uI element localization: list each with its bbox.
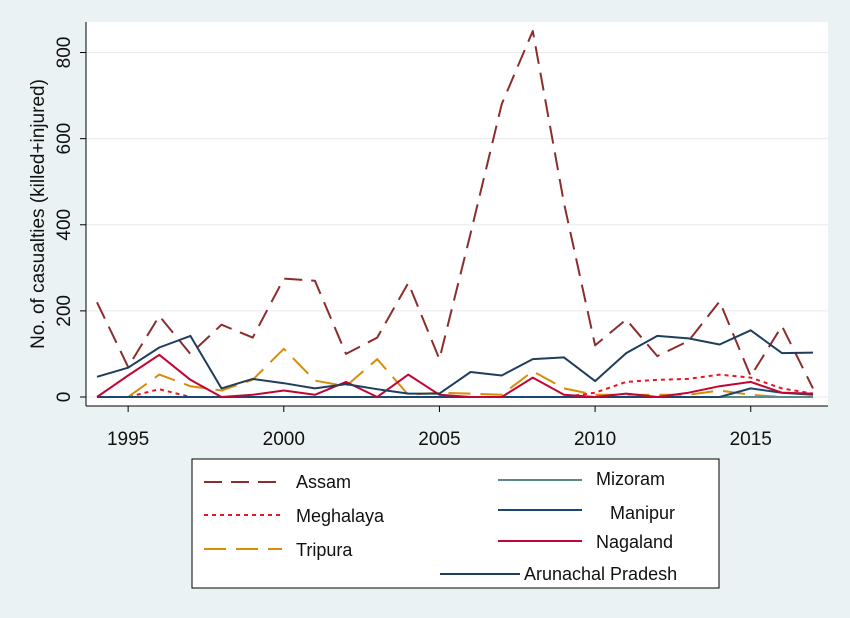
y-tick-label: 800	[54, 37, 75, 69]
x-tick-label: 2000	[263, 429, 305, 450]
series-lines	[96, 30, 814, 398]
y-tick-label: 400	[54, 209, 75, 241]
x-tick-label: 1995	[107, 429, 149, 450]
legend-label-assam: Assam	[296, 472, 351, 492]
legend-box	[191, 458, 720, 589]
y-ticks: 0 200 400 600 800	[54, 37, 86, 403]
legend-label-tripura: Tripura	[296, 540, 353, 560]
series-line-assam	[96, 30, 814, 389]
x-tick-label: 2010	[574, 429, 616, 450]
legend-label-arunachal-pradesh: Arunachal Pradesh	[524, 564, 677, 584]
legend-label-meghalaya: Meghalaya	[296, 506, 385, 526]
y-axis-title: No. of casualties (killed+injured)	[28, 79, 49, 349]
series-line-tripura	[97, 347, 813, 398]
x-ticks: 1995 2000 2005 2010 2015	[107, 406, 772, 450]
y-tick-label: 0	[54, 392, 75, 403]
y-tick-label: 600	[54, 123, 75, 155]
legend-label-manipur: Manipur	[610, 503, 675, 523]
series-line-nagaland	[96, 353, 814, 398]
legend-label-mizoram: Mizoram	[596, 469, 665, 489]
legend-label-nagaland: Nagaland	[596, 532, 673, 552]
x-tick-label: 2005	[418, 429, 460, 450]
legend: Assam Meghalaya Tripura Mizoram Manipur Nagal…	[204, 469, 677, 584]
x-tick-label: 2015	[730, 429, 772, 450]
series-line-manipur	[97, 387, 814, 398]
y-tick-label: 200	[54, 295, 75, 327]
series-line-arunachal-pradesh	[96, 329, 814, 395]
